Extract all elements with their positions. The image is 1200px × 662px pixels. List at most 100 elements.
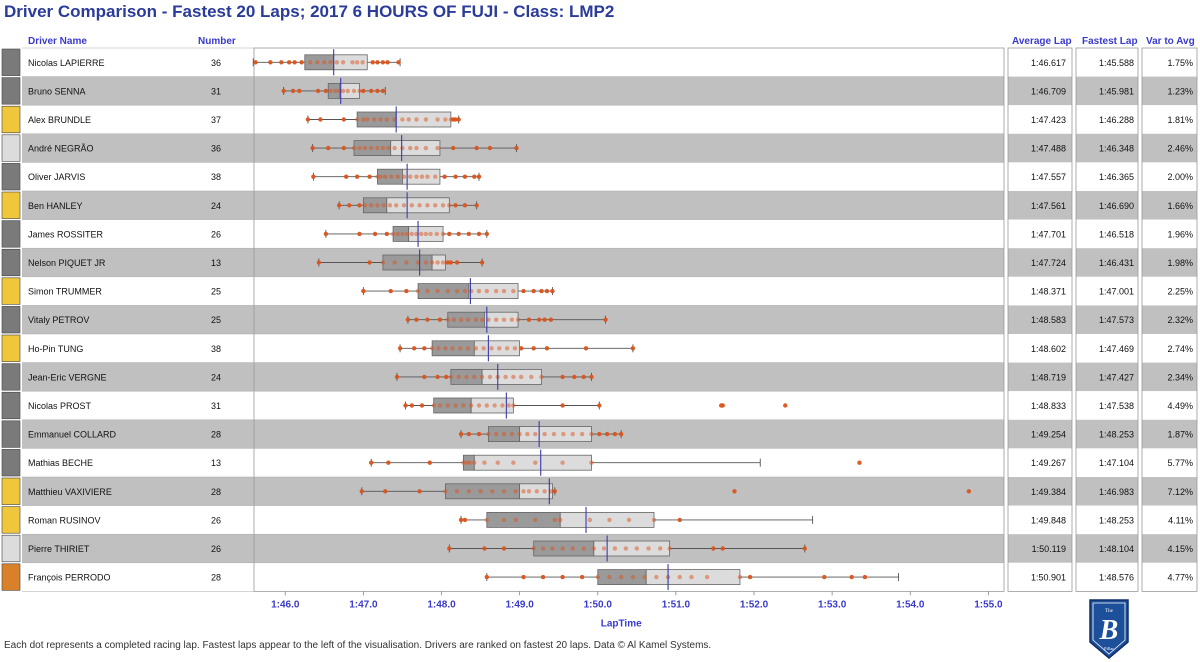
var-cell-background — [1142, 334, 1197, 363]
lap-dot — [411, 346, 417, 351]
lap-dot — [361, 288, 366, 294]
lap-dot — [316, 260, 322, 265]
lap-dot — [479, 260, 485, 265]
lap-dot — [720, 403, 725, 408]
var-to-avg-value: 2.46% — [1167, 144, 1193, 154]
lap-dot — [380, 260, 386, 265]
lap-dot — [409, 403, 415, 408]
lap-dot — [467, 460, 472, 465]
lap-dot — [340, 60, 346, 65]
lap-dot — [372, 231, 378, 237]
lap-dot — [583, 346, 589, 351]
lap-dot — [454, 260, 460, 265]
driver-name: Mathias BECHE — [28, 458, 93, 468]
lap-dot — [747, 574, 753, 580]
lap-dot — [323, 231, 329, 237]
lap-dot — [386, 460, 391, 465]
lap-dot — [417, 489, 422, 494]
lap-dot — [326, 145, 331, 151]
driver-name: Nelson PIQUET JR — [28, 258, 106, 268]
lap-dot — [591, 546, 597, 551]
lap-dot — [489, 346, 494, 351]
lap-dot — [966, 489, 972, 494]
lap-dot — [392, 260, 397, 265]
lap-dot — [433, 203, 438, 208]
lap-dot — [318, 117, 323, 122]
driver-name: Ho-Pin TUNG — [28, 344, 83, 354]
driver-color-swatch — [1, 220, 21, 248]
lap-dot — [437, 317, 443, 322]
average-lap-value: 1:47.724 — [1031, 258, 1066, 268]
lap-dot — [529, 374, 534, 380]
lap-dot — [354, 174, 360, 179]
lap-dot — [417, 203, 422, 208]
var-to-avg-value: 7.12% — [1167, 487, 1193, 497]
lap-dot — [466, 489, 472, 494]
lap-dot — [484, 231, 490, 237]
lap-dot — [425, 288, 430, 294]
fastest-cell-background — [1076, 534, 1138, 563]
lap-dot — [484, 403, 490, 408]
header-driver-name: Driver Name — [28, 36, 87, 47]
lap-dot — [435, 117, 440, 122]
lap-dot — [484, 288, 490, 294]
lap-dot — [518, 346, 524, 351]
avg-cell-background — [1008, 362, 1072, 392]
lap-dot — [511, 288, 516, 294]
avg-column-frame — [1007, 47, 1073, 592]
lap-dot — [550, 546, 555, 551]
lap-dot — [501, 517, 507, 523]
var-cell-background — [1142, 48, 1197, 77]
driver-name: Nicolas PROST — [28, 401, 92, 411]
average-lap-value: 1:46.617 — [1031, 58, 1066, 68]
driver-number: 24 — [211, 372, 221, 382]
lap-dot — [544, 346, 550, 351]
lap-dot — [689, 574, 694, 580]
lap-dot — [497, 346, 502, 351]
x-tick-label: 1:47.0 — [349, 599, 378, 610]
lap-dot — [368, 203, 374, 208]
average-lap-value: 1:47.488 — [1031, 144, 1066, 154]
lap-dot — [646, 546, 651, 551]
lap-dot — [387, 203, 393, 208]
lap-dot — [466, 231, 472, 237]
fastest-lap-value: 1:48.253 — [1099, 430, 1134, 440]
lap-dot — [531, 546, 536, 551]
lap-dot — [404, 288, 409, 294]
lap-dot — [409, 203, 415, 208]
lap-dot — [478, 489, 483, 494]
lap-dot — [362, 203, 368, 208]
lap-dot — [286, 60, 292, 65]
lap-dot — [340, 88, 346, 94]
fastest-cell-background — [1076, 133, 1138, 163]
driver-number: 28 — [211, 487, 221, 497]
lap-dot — [440, 231, 446, 237]
lap-dot — [654, 574, 659, 580]
fastest-cell-background — [1076, 391, 1138, 420]
lap-dot — [447, 231, 452, 237]
x-tick-label: 1:48.0 — [427, 599, 456, 610]
avg-cell-background — [1008, 105, 1072, 134]
lap-dot — [347, 203, 352, 208]
lap-dot — [404, 231, 410, 237]
fastest-cell-background — [1076, 562, 1138, 592]
driver-number: 24 — [211, 201, 221, 211]
lap-dot — [323, 88, 329, 94]
lap-dot — [292, 60, 297, 65]
fastest-cell-background — [1076, 362, 1138, 392]
lap-dot — [514, 145, 519, 151]
lap-dot — [533, 517, 538, 523]
fastest-column-frame — [1075, 47, 1139, 592]
lap-dot — [433, 174, 438, 179]
driver-name: Matthieu VAXIVIERE — [28, 487, 112, 497]
var-to-avg-value: 2.00% — [1167, 172, 1193, 182]
var-to-avg-value: 2.74% — [1167, 344, 1193, 354]
driver-number: 31 — [211, 86, 221, 96]
lap-dot — [490, 489, 495, 494]
lap-dot — [419, 174, 425, 179]
lap-dot — [375, 60, 380, 65]
lap-dot — [418, 231, 424, 237]
avg-cell-background — [1008, 133, 1072, 163]
lap-dot — [423, 260, 429, 265]
lap-dot — [336, 203, 342, 208]
